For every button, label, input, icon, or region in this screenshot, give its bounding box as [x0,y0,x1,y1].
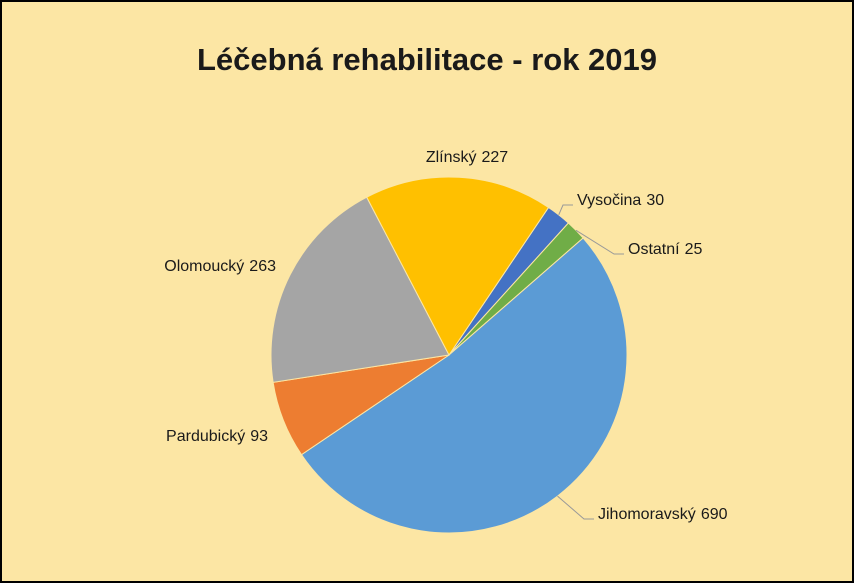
value-label: 93 [250,428,268,445]
data-label: Olomoucký 263 [164,258,276,275]
value-label: 263 [249,258,276,275]
pie-slice [270,196,450,383]
leader-line [575,229,624,255]
chart-title: Léčebná rehabilitace - rok 2019 [197,42,657,77]
leader-line [558,204,573,216]
data-label: Jihomoravský 690 [598,506,728,523]
data-label: Pardubický 93 [166,428,268,445]
value-label: 30 [646,192,664,209]
category-name: Ostatní [628,241,680,258]
category-name: Jihomoravský [598,506,696,523]
data-label: Vysočina 30 [577,192,664,209]
data-label: Ostatní 25 [628,241,702,258]
leader-line [557,495,594,520]
pie-slice [300,237,628,534]
category-name: Vysočina [577,192,641,209]
value-label: 690 [701,506,728,523]
category-name: Olomoucký [164,258,244,275]
pie-slice [366,176,550,356]
category-name: Zlínský [426,149,477,166]
value-label: 25 [685,241,703,258]
category-name: Pardubický [166,428,245,445]
data-label: Zlínský 227 [426,149,508,166]
value-label: 227 [481,149,508,166]
